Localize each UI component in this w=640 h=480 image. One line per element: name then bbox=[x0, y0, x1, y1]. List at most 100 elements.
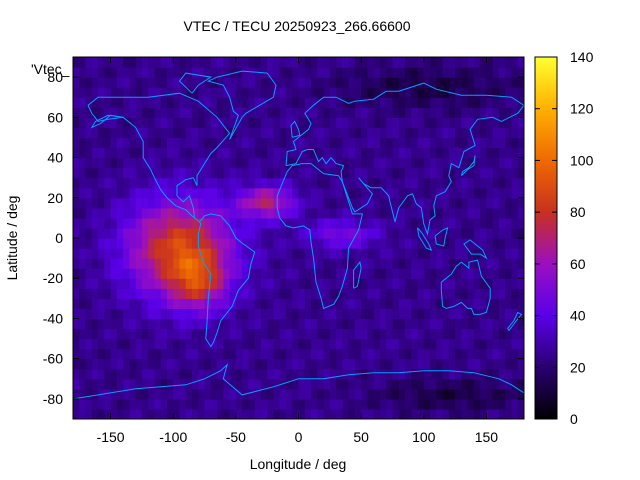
heat-cell bbox=[430, 147, 437, 159]
heat-cell bbox=[448, 288, 456, 299]
heat-cell bbox=[98, 278, 105, 289]
heat-cell bbox=[411, 117, 419, 128]
heat-cell bbox=[342, 97, 350, 108]
heat-cell bbox=[486, 348, 494, 360]
heat-cell bbox=[235, 137, 243, 149]
heat-cell bbox=[473, 348, 481, 360]
heat-cell bbox=[235, 258, 243, 269]
coastlines bbox=[73, 70, 524, 400]
heat-cell bbox=[198, 258, 206, 269]
heat-cell bbox=[461, 278, 469, 289]
heat-cell bbox=[73, 248, 80, 259]
heat-cell bbox=[292, 217, 300, 229]
heat-cell bbox=[517, 97, 524, 108]
heat-cell bbox=[342, 77, 350, 88]
heat-cell bbox=[79, 87, 87, 98]
heat-cell bbox=[354, 117, 362, 128]
heat-cell bbox=[367, 117, 375, 128]
heat-cell bbox=[160, 338, 168, 350]
heat-cell bbox=[223, 378, 231, 390]
heat-cell bbox=[298, 177, 306, 189]
heat-cell bbox=[129, 388, 137, 400]
heat-cell bbox=[492, 87, 500, 98]
heat-cell bbox=[492, 348, 500, 360]
heat-cell bbox=[329, 207, 337, 219]
heat-cell bbox=[461, 368, 469, 380]
heat-cell bbox=[448, 368, 456, 380]
heat-cell bbox=[473, 127, 481, 139]
heat-cell bbox=[392, 278, 400, 289]
heat-cell bbox=[217, 378, 224, 390]
heat-cell bbox=[198, 157, 206, 169]
heat-cell bbox=[511, 408, 519, 419]
heat-cell bbox=[480, 248, 488, 259]
heat-cell bbox=[342, 368, 350, 380]
heat-cell bbox=[423, 388, 431, 400]
heatmap-cells bbox=[73, 57, 524, 419]
heat-cell bbox=[486, 227, 494, 239]
heat-cell bbox=[392, 328, 400, 340]
heat-cell bbox=[486, 97, 494, 108]
heat-cell bbox=[73, 147, 80, 159]
heat-cell bbox=[204, 398, 212, 410]
heat-cell bbox=[148, 177, 156, 189]
heat-cell bbox=[417, 187, 425, 199]
heat-cell bbox=[411, 388, 419, 400]
heat-cell bbox=[473, 67, 481, 78]
heat-cell bbox=[298, 258, 306, 269]
heat-cell bbox=[148, 57, 156, 68]
heat-cell bbox=[430, 358, 437, 370]
heat-cell bbox=[248, 167, 256, 179]
heat-cell bbox=[260, 127, 268, 139]
heat-cell bbox=[411, 408, 419, 419]
heat-cell bbox=[436, 87, 444, 98]
heat-cell bbox=[204, 328, 212, 340]
heat-cell bbox=[235, 157, 243, 169]
heat-cell bbox=[298, 217, 306, 229]
heat-cell bbox=[317, 298, 325, 309]
heat-cell bbox=[229, 288, 237, 299]
heat-cell bbox=[505, 378, 513, 390]
heat-cell bbox=[373, 87, 381, 98]
heat-cell bbox=[267, 67, 275, 78]
heat-cell bbox=[392, 348, 400, 360]
heat-cell bbox=[217, 227, 224, 239]
heat-cell bbox=[430, 378, 437, 390]
heat-cell bbox=[73, 97, 80, 108]
heat-cell bbox=[505, 87, 513, 98]
heat-cell bbox=[104, 388, 112, 400]
heat-cell bbox=[304, 328, 312, 340]
heat-cell bbox=[304, 298, 312, 309]
heat-cell bbox=[317, 308, 325, 320]
heat-cell bbox=[267, 368, 275, 380]
heat-cell bbox=[98, 57, 105, 68]
heat-cell bbox=[154, 67, 162, 78]
heat-cell bbox=[292, 268, 300, 279]
heat-cell bbox=[210, 187, 218, 199]
heat-cell bbox=[85, 87, 93, 98]
heat-cell bbox=[417, 378, 425, 390]
heat-cell bbox=[204, 87, 212, 98]
heat-cell bbox=[392, 298, 400, 309]
heat-cell bbox=[336, 207, 343, 219]
heat-cell bbox=[461, 268, 469, 279]
heat-cell bbox=[317, 97, 325, 108]
heat-cell bbox=[166, 278, 174, 289]
heat-cell bbox=[430, 328, 437, 340]
heat-cell bbox=[285, 258, 293, 269]
heat-cell bbox=[248, 77, 256, 88]
heat-cell bbox=[436, 368, 444, 380]
heat-cell bbox=[323, 318, 331, 330]
heat-cell bbox=[192, 227, 199, 239]
heat-cell bbox=[285, 338, 293, 350]
heat-cell bbox=[204, 117, 212, 128]
heat-cell bbox=[298, 137, 306, 149]
heat-cell bbox=[423, 207, 431, 219]
heat-cell bbox=[317, 157, 325, 169]
heat-cell bbox=[304, 77, 312, 88]
heat-cell bbox=[279, 308, 287, 320]
y-tick-label: -60 bbox=[43, 351, 63, 367]
heat-cell bbox=[467, 258, 475, 269]
heat-cell bbox=[229, 137, 237, 149]
heat-cell bbox=[448, 137, 456, 149]
